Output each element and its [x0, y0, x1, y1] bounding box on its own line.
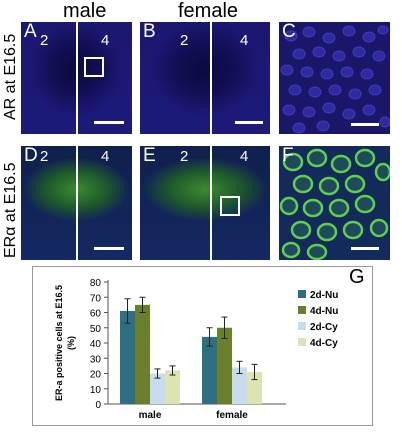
panel-a-left-number: 2 — [40, 32, 49, 49]
panel-d-scale-bar — [94, 247, 124, 250]
legend-swatch — [298, 322, 306, 330]
legend-label: 4d-Cy — [310, 338, 338, 349]
panel-b-divider — [210, 22, 212, 134]
panel-b-scale-bar — [235, 121, 263, 124]
panel-e-right-number: 4 — [240, 148, 249, 165]
legend-swatch — [298, 306, 306, 314]
panel-f-label: F — [282, 146, 294, 166]
bar-2d-Cy-male — [150, 373, 165, 404]
bar-4d-Cy-male — [165, 370, 180, 404]
panel-e-micrograph: E 2 4 — [140, 146, 270, 260]
panel-e-inset-box — [220, 196, 240, 216]
panel-d-label: D — [24, 146, 38, 166]
legend-swatch — [298, 338, 306, 346]
panel-e-label: E — [143, 146, 156, 166]
y-tick-label: 80 — [90, 278, 102, 289]
panel-a-micrograph: A 2 4 — [21, 22, 132, 134]
panel-c-label: C — [282, 22, 296, 42]
panel-f-micrograph: F — [279, 146, 390, 260]
panel-d-right-number: 4 — [101, 148, 110, 165]
y-tick-label: 20 — [90, 370, 102, 381]
x-tick-label: male — [139, 410, 162, 421]
y-tick-label: 70 — [90, 293, 102, 304]
panel-a-right-number: 4 — [101, 32, 110, 49]
bar-4d-Nu-male — [135, 304, 150, 404]
y-tick-label: 60 — [90, 309, 102, 320]
panel-f-scale-bar — [351, 247, 379, 250]
legend-label: 2d-Cy — [310, 322, 338, 333]
y-tick-label: 50 — [90, 324, 102, 335]
legend-swatch — [298, 290, 306, 298]
header-male: male — [63, 0, 107, 22]
panel-d-divider — [76, 146, 78, 260]
panel-a-label: A — [24, 22, 37, 42]
panel-b-right-number: 4 — [240, 32, 249, 49]
panel-b-left-number: 2 — [180, 32, 189, 49]
y-tick-label: 30 — [90, 354, 102, 365]
panel-b-label: B — [143, 22, 156, 42]
panel-b-micrograph: B 2 4 — [140, 22, 270, 134]
y-tick-label: 40 — [90, 339, 102, 350]
panel-d-micrograph: D 2 4 — [21, 146, 132, 260]
panel-c-micrograph: C — [279, 22, 390, 134]
panel-f-cells — [279, 148, 390, 260]
panel-e-left-number: 2 — [180, 148, 189, 165]
x-tick-label: female — [216, 410, 248, 421]
panel-d-left-number: 2 — [40, 148, 49, 165]
panel-g-label: G — [349, 266, 365, 288]
panel-a-inset-box — [84, 57, 104, 77]
y-tick-label: 10 — [90, 385, 102, 396]
panel-c-scale-bar — [351, 123, 379, 126]
bar-4d-Nu-female — [217, 327, 232, 404]
header-female: female — [178, 0, 239, 22]
legend-label: 4d-Nu — [310, 306, 338, 317]
bar-4d-Cy-female — [247, 371, 262, 404]
bar-2d-Nu-male — [120, 310, 135, 404]
panel-a-divider — [76, 22, 78, 134]
y-tick-label: 0 — [95, 400, 101, 411]
panel-e-divider — [210, 146, 212, 260]
bar-2d-Nu-female — [202, 336, 217, 404]
panel-a-scale-bar — [94, 121, 124, 124]
y-axis-title: ER-a positive cells at E16.5 (%) — [54, 285, 76, 401]
panel-c-nuclei — [280, 25, 390, 134]
legend-label: 2d-Nu — [310, 290, 338, 301]
bar-2d-Cy-female — [232, 367, 247, 404]
